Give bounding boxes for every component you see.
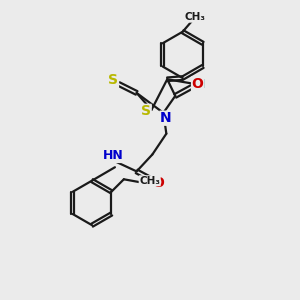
Text: S: S	[141, 104, 151, 118]
Text: O: O	[192, 77, 203, 91]
Text: N: N	[160, 111, 172, 125]
Text: CH₃: CH₃	[139, 176, 160, 186]
Text: O: O	[152, 176, 164, 190]
Text: HN: HN	[103, 149, 124, 162]
Text: S: S	[108, 74, 118, 88]
Text: H: H	[194, 78, 205, 91]
Text: CH₃: CH₃	[184, 12, 205, 22]
